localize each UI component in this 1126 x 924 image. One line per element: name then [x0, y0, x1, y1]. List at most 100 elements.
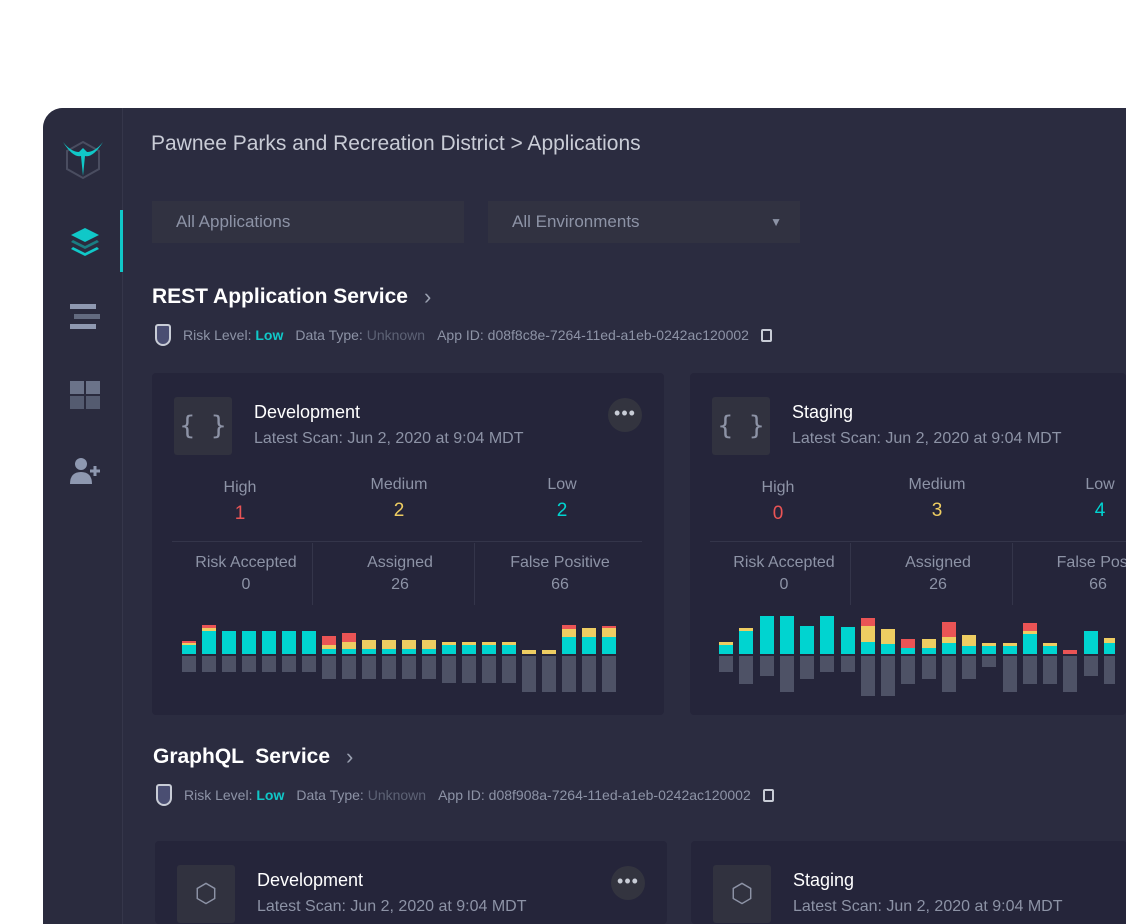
sidebar — [43, 108, 123, 924]
environment-name: Staging — [793, 870, 855, 890]
risk-label: Risk Level: — [183, 327, 252, 343]
bar-medium — [342, 642, 356, 649]
high-count: 1 — [234, 503, 246, 524]
applications-select[interactable]: All Applications — [152, 201, 464, 243]
bar-low — [282, 631, 296, 654]
bar-total — [779, 656, 794, 692]
bar-high — [562, 625, 576, 629]
graphql-icon: ⬡ — [177, 865, 235, 923]
bar-medium — [582, 628, 596, 637]
layers-icon[interactable] — [69, 226, 101, 258]
divider — [710, 541, 1126, 542]
dashboard-icon[interactable] — [69, 380, 101, 410]
shield-badge-icon — [156, 784, 172, 806]
bar-total — [1022, 656, 1037, 684]
low-count: 2 — [556, 500, 568, 521]
bar-high — [602, 626, 616, 628]
bar-low — [800, 626, 814, 654]
bar-total — [1043, 656, 1057, 684]
bar-total — [1002, 656, 1017, 692]
bar-medium — [739, 628, 754, 631]
divider — [172, 541, 642, 542]
bar-medium — [1103, 638, 1115, 643]
service-meta: Risk Level: Low Data Type: Unknown App I… — [155, 324, 772, 346]
stat-label: High — [223, 479, 257, 496]
bar-low — [222, 631, 236, 654]
bar-medium — [1022, 631, 1037, 634]
service-header[interactable]: REST Application Service › — [152, 284, 431, 310]
bar-low — [602, 637, 616, 654]
latest-scan: Latest Scan: Jun 2, 2020 at 9:04 MDT — [792, 430, 1062, 447]
bar-total — [602, 656, 616, 692]
assigned-stat: Assigned 26 — [868, 554, 1008, 594]
bar-low — [382, 649, 396, 654]
stat-label: Risk Accepted — [733, 554, 835, 571]
service-name[interactable]: REST Application Service — [152, 285, 408, 308]
chevron-right-icon[interactable]: › — [346, 744, 354, 769]
risk-accepted-count: 0 — [779, 576, 789, 593]
bar-high — [901, 639, 916, 648]
bar-medium — [382, 640, 396, 649]
bar-total — [202, 656, 216, 672]
list-icon[interactable] — [69, 302, 101, 332]
bar-medium — [962, 635, 976, 646]
assigned-count: 26 — [929, 576, 947, 593]
bar-total — [739, 656, 754, 684]
dropdown-arrow-icon: ▼ — [770, 215, 782, 229]
bar-low — [442, 645, 456, 654]
latest-scan: Latest Scan: Jun 2, 2020 at 9:04 MDT — [793, 898, 1063, 915]
bar-low — [202, 631, 216, 654]
environment-card[interactable]: ⬡ Staging Latest Scan: Jun 2, 2020 at 9:… — [691, 841, 1126, 924]
stat-label: Medium — [370, 476, 428, 493]
bar-total — [800, 656, 814, 679]
bar-low — [982, 646, 997, 654]
bar-medium — [322, 645, 336, 649]
bar-low — [941, 643, 956, 654]
more-options-button[interactable]: ••• — [608, 398, 642, 432]
bar-low — [840, 627, 855, 654]
divider — [1012, 543, 1013, 605]
bar-low — [502, 645, 516, 654]
medium-stat: Medium 2 — [329, 476, 469, 522]
bar-total — [562, 656, 576, 692]
copy-icon[interactable] — [762, 788, 774, 802]
bar-low — [860, 642, 875, 654]
bar-low — [820, 616, 835, 654]
false-positive-stat: False Positive 66 — [490, 554, 630, 594]
bar-medium — [562, 629, 576, 637]
data-type-label: Data Type: — [296, 787, 364, 803]
environments-select[interactable]: All Environments ▼ — [488, 201, 800, 243]
chevron-right-icon[interactable]: › — [423, 284, 432, 309]
bar-total — [1103, 656, 1115, 684]
more-options-button[interactable]: ••• — [611, 866, 645, 900]
bar-medium — [402, 640, 416, 649]
bar-low — [422, 649, 436, 654]
bar-low — [462, 645, 476, 654]
environment-card[interactable]: { } Staging Latest Scan: Jun 2, 2020 at … — [690, 373, 1126, 715]
service-name[interactable]: GraphQL Service — [153, 745, 331, 768]
divider — [850, 543, 851, 605]
app-id: App ID: d08f8c8e-7264-11ed-a1eb-0242ac12… — [437, 327, 749, 343]
bar-medium — [442, 642, 456, 645]
add-user-icon[interactable] — [69, 456, 103, 486]
bar-total — [322, 656, 336, 679]
logo-icon — [63, 140, 103, 180]
data-type-label: Data Type: — [295, 327, 363, 343]
bar-total — [941, 656, 956, 692]
bar-total — [1083, 656, 1098, 676]
environment-card[interactable]: ⬡ Development Latest Scan: Jun 2, 2020 a… — [155, 841, 667, 924]
bar-high — [860, 618, 875, 626]
trend-chart — [719, 373, 1115, 703]
bar-low — [1002, 646, 1017, 654]
risk-label: Risk Level: — [184, 787, 253, 803]
bar-total — [242, 656, 256, 672]
service-header[interactable]: GraphQL Service › — [153, 744, 353, 770]
bar-total — [462, 656, 476, 683]
environments-select-value: All Environments — [512, 212, 640, 231]
breadcrumb: Pawnee Parks and Recreation District > A… — [151, 132, 641, 155]
environment-card[interactable]: { } Development Latest Scan: Jun 2, 2020… — [152, 373, 664, 715]
bar-medium — [522, 650, 536, 654]
bar-high — [182, 641, 196, 643]
stat-label: Assigned — [905, 554, 971, 571]
copy-icon[interactable] — [760, 328, 772, 342]
